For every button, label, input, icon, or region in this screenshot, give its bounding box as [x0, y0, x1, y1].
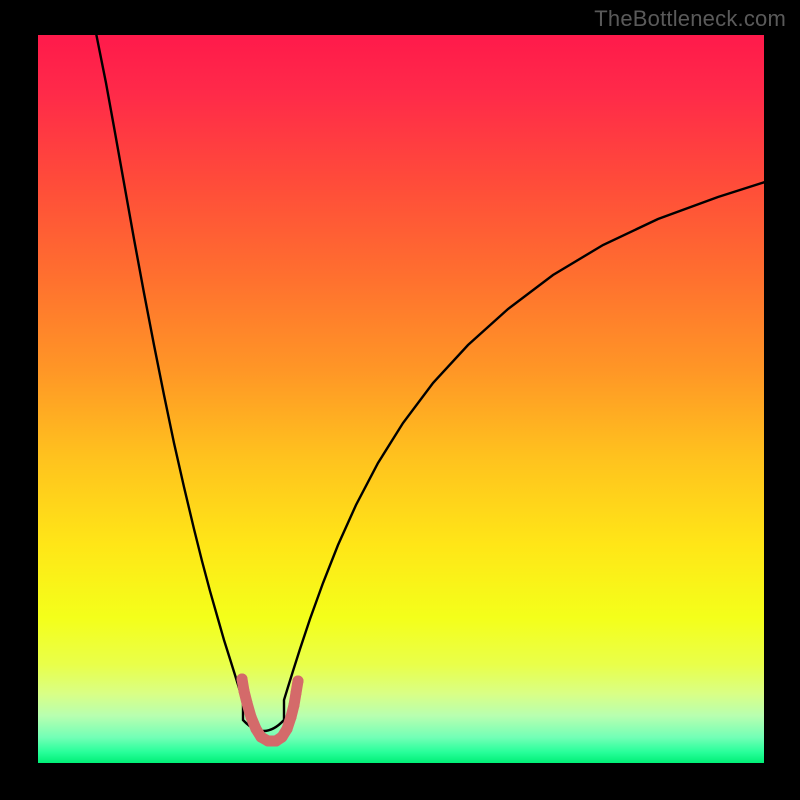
plot-area	[38, 35, 764, 763]
chart-curves-svg	[38, 35, 764, 763]
valley-marker-dot	[242, 698, 253, 709]
valley-marker-dot	[291, 688, 302, 699]
valley-marker-dot	[237, 674, 248, 685]
valley-marker-dot	[289, 700, 300, 711]
valley-marker-dot	[282, 724, 293, 735]
bottleneck-curve	[96, 35, 764, 731]
valley-marker-dot	[293, 676, 304, 687]
valley-marker-dot	[286, 712, 297, 723]
valley-marker-dot	[239, 686, 250, 697]
watermark-text: TheBottleneck.com	[594, 6, 786, 32]
valley-marker-dot	[246, 712, 257, 723]
